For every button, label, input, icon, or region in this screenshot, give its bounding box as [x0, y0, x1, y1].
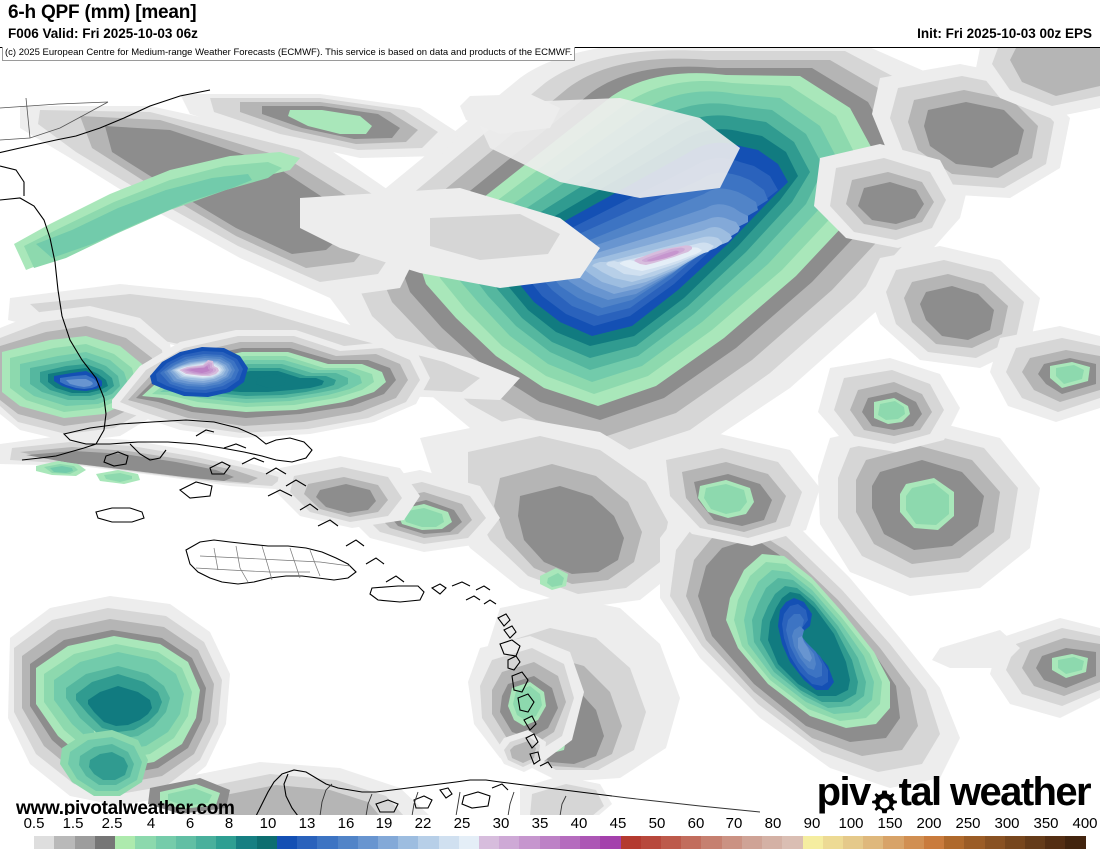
colorbar-swatch-20[interactable] — [418, 836, 439, 849]
colorbar-swatch-21[interactable] — [438, 836, 459, 849]
colorbar-swatch-7[interactable] — [155, 836, 176, 849]
colorbar-tick-8: 8 — [224, 815, 234, 832]
colorbar-swatch-4[interactable] — [94, 836, 116, 849]
colorbar-swatch-37[interactable] — [762, 836, 783, 849]
colorbar-swatch-42[interactable] — [863, 836, 884, 849]
site-url-watermark: www.pivotalweather.com — [16, 798, 235, 819]
colorbar-swatch-31[interactable] — [640, 836, 661, 849]
colorbar-tick-200: 200 — [916, 815, 942, 832]
colorbar-swatch-45[interactable] — [923, 836, 945, 849]
colorbar-tick-400: 400 — [1072, 815, 1098, 832]
valid-time-label: F006 Valid: Fri 2025-10-03 06z — [8, 26, 198, 41]
colorbar-swatch-25[interactable] — [519, 836, 540, 849]
colorbar-tick-10: 10 — [259, 815, 277, 832]
brand-logo: piv tal weather — [816, 770, 1092, 814]
colorbar-swatch-44[interactable] — [903, 836, 924, 849]
colorbar-tick-16: 16 — [337, 815, 355, 832]
colorbar-swatches[interactable] — [14, 836, 1086, 849]
colorbar-swatch-15[interactable] — [317, 836, 338, 849]
colorbar-swatch-39[interactable] — [802, 836, 823, 849]
colorbar-swatch-29[interactable] — [600, 836, 621, 849]
qpf-contour-map — [0, 48, 1100, 815]
colorbar-swatch-30[interactable] — [620, 836, 641, 849]
colorbar-swatch-36[interactable] — [741, 836, 763, 849]
colorbar-swatch-12[interactable] — [256, 836, 277, 849]
colorbar-swatch-40[interactable] — [822, 836, 843, 849]
colorbar-tick-30: 30 — [492, 815, 510, 832]
header-bar: 6-h QPF (mm) [mean] F006 Valid: Fri 2025… — [0, 0, 1100, 47]
colorbar-swatch-28[interactable] — [580, 836, 601, 849]
colorbar-tick-1.5: 1.5 — [62, 815, 84, 832]
colorbar-swatch-16[interactable] — [337, 836, 358, 849]
colorbar-swatch-11[interactable] — [236, 836, 257, 849]
precip-fills — [0, 48, 1100, 815]
colorbar-swatch-35[interactable] — [721, 836, 742, 849]
colorbar-swatch-3[interactable] — [74, 836, 95, 849]
colorbar-swatch-43[interactable] — [883, 836, 904, 849]
colorbar-swatch-17[interactable] — [357, 836, 378, 849]
colorbar-swatch-6[interactable] — [135, 836, 156, 849]
colorbar-tick-22: 22 — [414, 815, 432, 832]
colorbar-tick-50: 50 — [648, 815, 666, 832]
colorbar-swatch-50[interactable] — [1024, 836, 1046, 849]
colorbar-swatch-18[interactable] — [377, 836, 399, 849]
colorbar-swatch-34[interactable] — [701, 836, 722, 849]
colorbar-swatch-46[interactable] — [944, 836, 965, 849]
page-title: 6-h QPF (mm) [mean] — [8, 2, 197, 23]
colorbar-tick-45: 45 — [609, 815, 627, 832]
init-time-label: Init: Fri 2025-10-03 00z EPS — [917, 26, 1092, 41]
colorbar-tick-300: 300 — [994, 815, 1020, 832]
coastlines — [0, 89, 761, 815]
colorbar-swatch-24[interactable] — [499, 836, 520, 849]
colorbar-swatch-41[interactable] — [842, 836, 864, 849]
colorbar-tick-70: 70 — [725, 815, 743, 832]
colorbar-tick-labels: 0.5 1.5 2.5 4 6 8 10 13 16 19 22 25 30 35 40 45 50 60 70 80… — [0, 815, 1100, 835]
colorbar-swatch-51[interactable] — [1045, 836, 1066, 849]
brand-suffix: tal weather — [898, 770, 1092, 814]
colorbar-tick-13: 13 — [298, 815, 316, 832]
colorbar-swatch-27[interactable] — [559, 836, 581, 849]
colorbar-tick-35: 35 — [531, 815, 549, 832]
colorbar-swatch-47[interactable] — [964, 836, 985, 849]
attribution-text: (c) 2025 European Centre for Medium-rang… — [2, 46, 576, 61]
colorbar-tick-2.5: 2.5 — [101, 815, 123, 832]
colorbar-swatch-32[interactable] — [661, 836, 682, 849]
brand-prefix: piv — [816, 770, 872, 814]
colorbar-tick-100: 100 — [838, 815, 864, 832]
colorbar-tick-6: 6 — [185, 815, 195, 832]
colorbar-swatch-48[interactable] — [984, 836, 1005, 849]
colorbar-swatch-1[interactable] — [34, 836, 55, 849]
colorbar-swatch-5[interactable] — [115, 836, 136, 849]
colorbar-swatch-10[interactable] — [216, 836, 237, 849]
colorbar-swatch-0[interactable] — [14, 836, 35, 849]
colorbar-tick-250: 250 — [955, 815, 981, 832]
colorbar-swatch-22[interactable] — [458, 836, 480, 849]
colorbar-swatch-19[interactable] — [398, 836, 419, 849]
colorbar-swatch-33[interactable] — [681, 836, 702, 849]
colorbar-swatch-2[interactable] — [54, 836, 75, 849]
colorbar-tick-25: 25 — [453, 815, 471, 832]
colorbar-swatch-52[interactable] — [1065, 836, 1086, 849]
colorbar-tick-0.5: 0.5 — [23, 815, 45, 832]
colorbar-swatch-23[interactable] — [479, 836, 500, 849]
map-canvas[interactable] — [0, 47, 1100, 815]
colorbar-tick-4: 4 — [146, 815, 156, 832]
colorbar-tick-40: 40 — [570, 815, 588, 832]
colorbar-swatch-13[interactable] — [276, 836, 298, 849]
colorbar-tick-150: 150 — [877, 815, 903, 832]
gear-icon — [871, 782, 898, 813]
colorbar-tick-60: 60 — [687, 815, 705, 832]
colorbar-swatch-14[interactable] — [297, 836, 318, 849]
colorbar-swatch-38[interactable] — [782, 836, 803, 849]
colorbar-tick-350: 350 — [1033, 815, 1059, 832]
colorbar-swatch-49[interactable] — [1004, 836, 1025, 849]
colorbar-swatch-26[interactable] — [539, 836, 560, 849]
colorbar-tick-90: 90 — [803, 815, 821, 832]
colorbar-tick-80: 80 — [764, 815, 782, 832]
colorbar-swatch-9[interactable] — [195, 836, 217, 849]
colorbar-tick-19: 19 — [375, 815, 393, 832]
colorbar[interactable]: 0.5 1.5 2.5 4 6 8 10 13 16 19 22 25 30 35 40 45 50 60 70 80… — [0, 815, 1100, 850]
colorbar-swatch-8[interactable] — [175, 836, 196, 849]
